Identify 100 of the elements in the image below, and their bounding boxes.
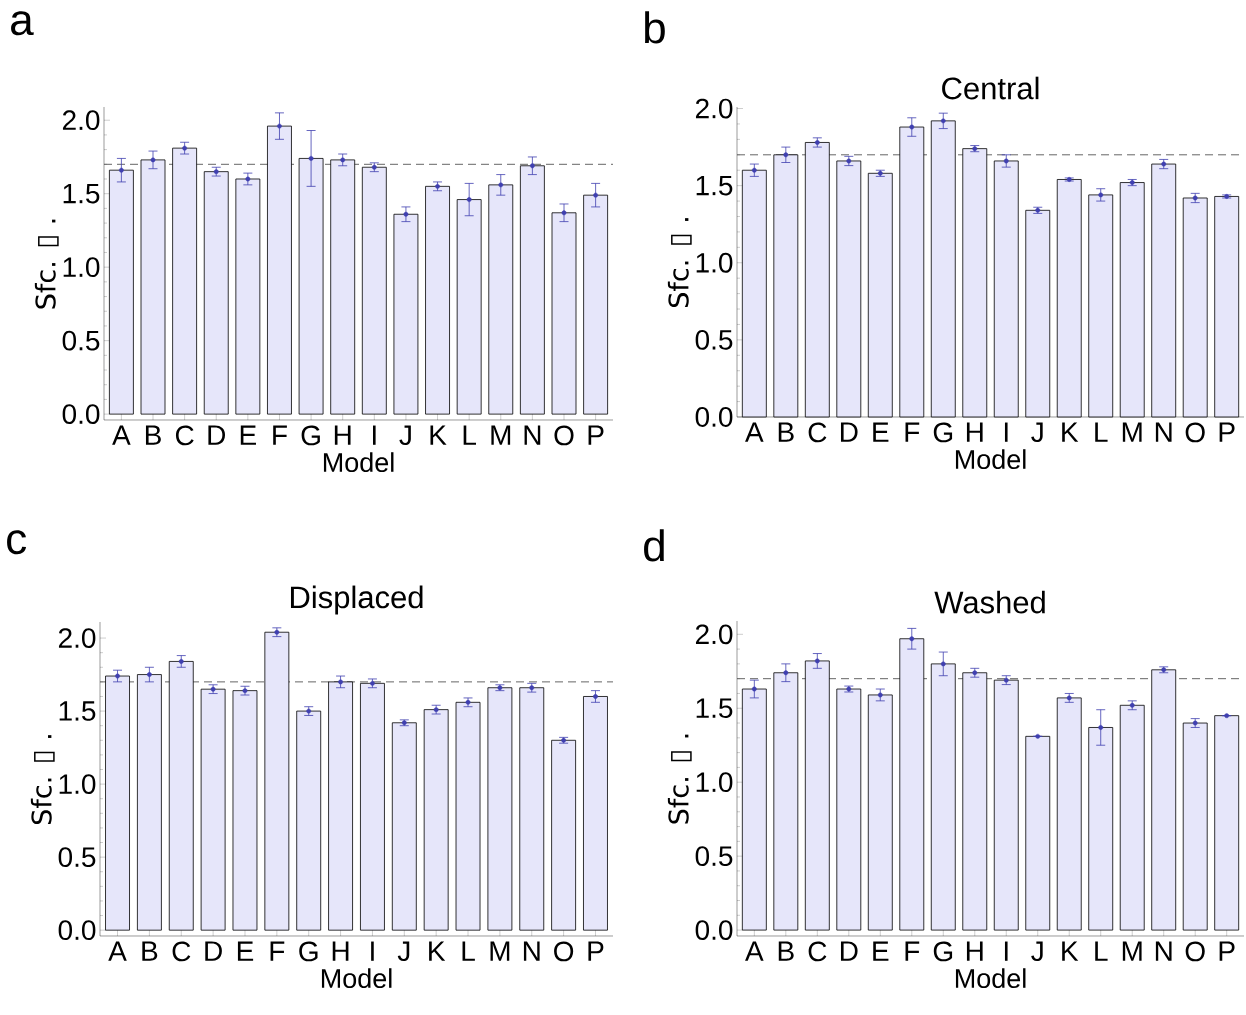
point [783,152,789,158]
x-tick-label: I [1004,941,1008,961]
point [751,686,757,692]
x-tick-label: A [745,422,764,442]
y-tick-label: 0.0 [695,407,733,427]
x-tick-label: O [1185,422,1205,443]
x-axis-title: Model [323,452,394,473]
x-tick-label: F [273,425,287,445]
x-tick-label: F [905,422,920,442]
x-tick-label: K [1062,941,1079,961]
point [909,636,915,642]
x-tick-label: B [778,422,794,442]
chart-title: Displaced [290,585,423,615]
point [593,192,599,198]
text: b [645,11,665,44]
x-tick-label: J [397,941,410,962]
x-tick-label: A [112,425,131,445]
y-tick-label: 1.0 [59,774,96,795]
y-axis-title: Sfc. ▯ . [667,734,692,824]
x-tick-label: H [334,425,351,445]
y-tick-label: 1.0 [696,772,733,793]
x-tick-label: H [332,941,349,961]
x-tick-label: B [778,941,794,961]
point [403,211,409,217]
point [308,156,314,161]
x-axis-title: Model [955,968,1026,989]
x-tick-label: O [554,941,574,962]
x-tick-label: H [966,941,983,961]
x-tick-label: E [240,425,256,445]
x-tick-label: P [588,941,604,961]
point [593,694,598,699]
point [1098,192,1104,198]
point [783,670,789,676]
x-tick-label: L [1095,422,1108,442]
y-tick-label: 0.5 [695,846,733,867]
point [182,145,188,151]
point [529,163,535,169]
x-tick-label: P [588,425,604,445]
x-tick-label: I [373,425,376,445]
text: a [11,11,34,36]
x-axis-title: Model [955,449,1026,470]
x-tick-label: F [905,941,920,961]
x-tick-label: J [1031,422,1043,443]
x-tick-label: C [808,422,827,443]
point [498,182,504,188]
y-tick-label: 1.5 [63,183,100,204]
y-tick-label: 1.0 [63,257,100,278]
x-tick-label: I [371,941,374,961]
x-tick-label: P [1219,941,1235,961]
x-tick-label: C [175,425,194,446]
point [277,123,282,129]
point [940,118,946,124]
y-tick-label: 2.0 [695,624,733,645]
point [146,672,152,677]
x-tick-label: C [172,941,191,962]
y-tick-label: 0.0 [695,920,733,940]
y-tick-label: 0.0 [62,404,100,425]
point [338,679,343,685]
x-tick-label: G [299,941,318,962]
x-axis-title: Model [321,968,392,989]
x-tick-label: A [108,941,127,961]
x-tick-label: D [840,941,858,961]
x-tick-label: N [523,941,540,961]
x-tick-label: O [554,425,574,446]
x-tick-label: N [1155,941,1172,961]
x-tick-label: B [142,941,158,961]
point [466,197,472,202]
x-tick-label: K [430,425,447,445]
point [909,124,915,130]
y-tick-label: 1.0 [696,252,733,273]
x-tick-label: M [491,425,511,445]
x-tick-label: L [1095,941,1108,961]
y-tick-label: 2.0 [695,98,733,119]
y-tick-label: 2.0 [58,628,96,648]
y-tick-label: 1.5 [59,701,96,721]
x-tick-label: G [933,422,953,443]
y-tick-label: 0.0 [58,920,96,941]
point [245,176,251,182]
x-tick-label: J [399,425,411,446]
x-tick-label: E [873,941,889,961]
y-tick-label: 1.5 [696,698,733,719]
point [751,167,757,173]
x-tick-label: A [745,941,764,961]
x-tick-label: M [1122,422,1142,442]
chart-title: Washed [934,590,1045,614]
x-tick-label: C [808,941,827,962]
point [1003,158,1009,164]
y-axis-title: Sfc. ▯ . [34,219,59,309]
x-tick-label: M [490,941,510,961]
y-tick-label: 0.5 [58,847,96,868]
x-tick-label: M [1122,941,1142,961]
x-tick-label: N [1155,422,1172,442]
y-axis-title: Sfc. ▯ . [30,735,55,824]
point [150,157,156,163]
x-tick-label: G [933,941,953,962]
point [118,167,124,173]
point [561,210,567,216]
x-tick-label: N [524,425,541,445]
x-tick-label: O [1185,941,1205,962]
text: d [644,529,664,562]
